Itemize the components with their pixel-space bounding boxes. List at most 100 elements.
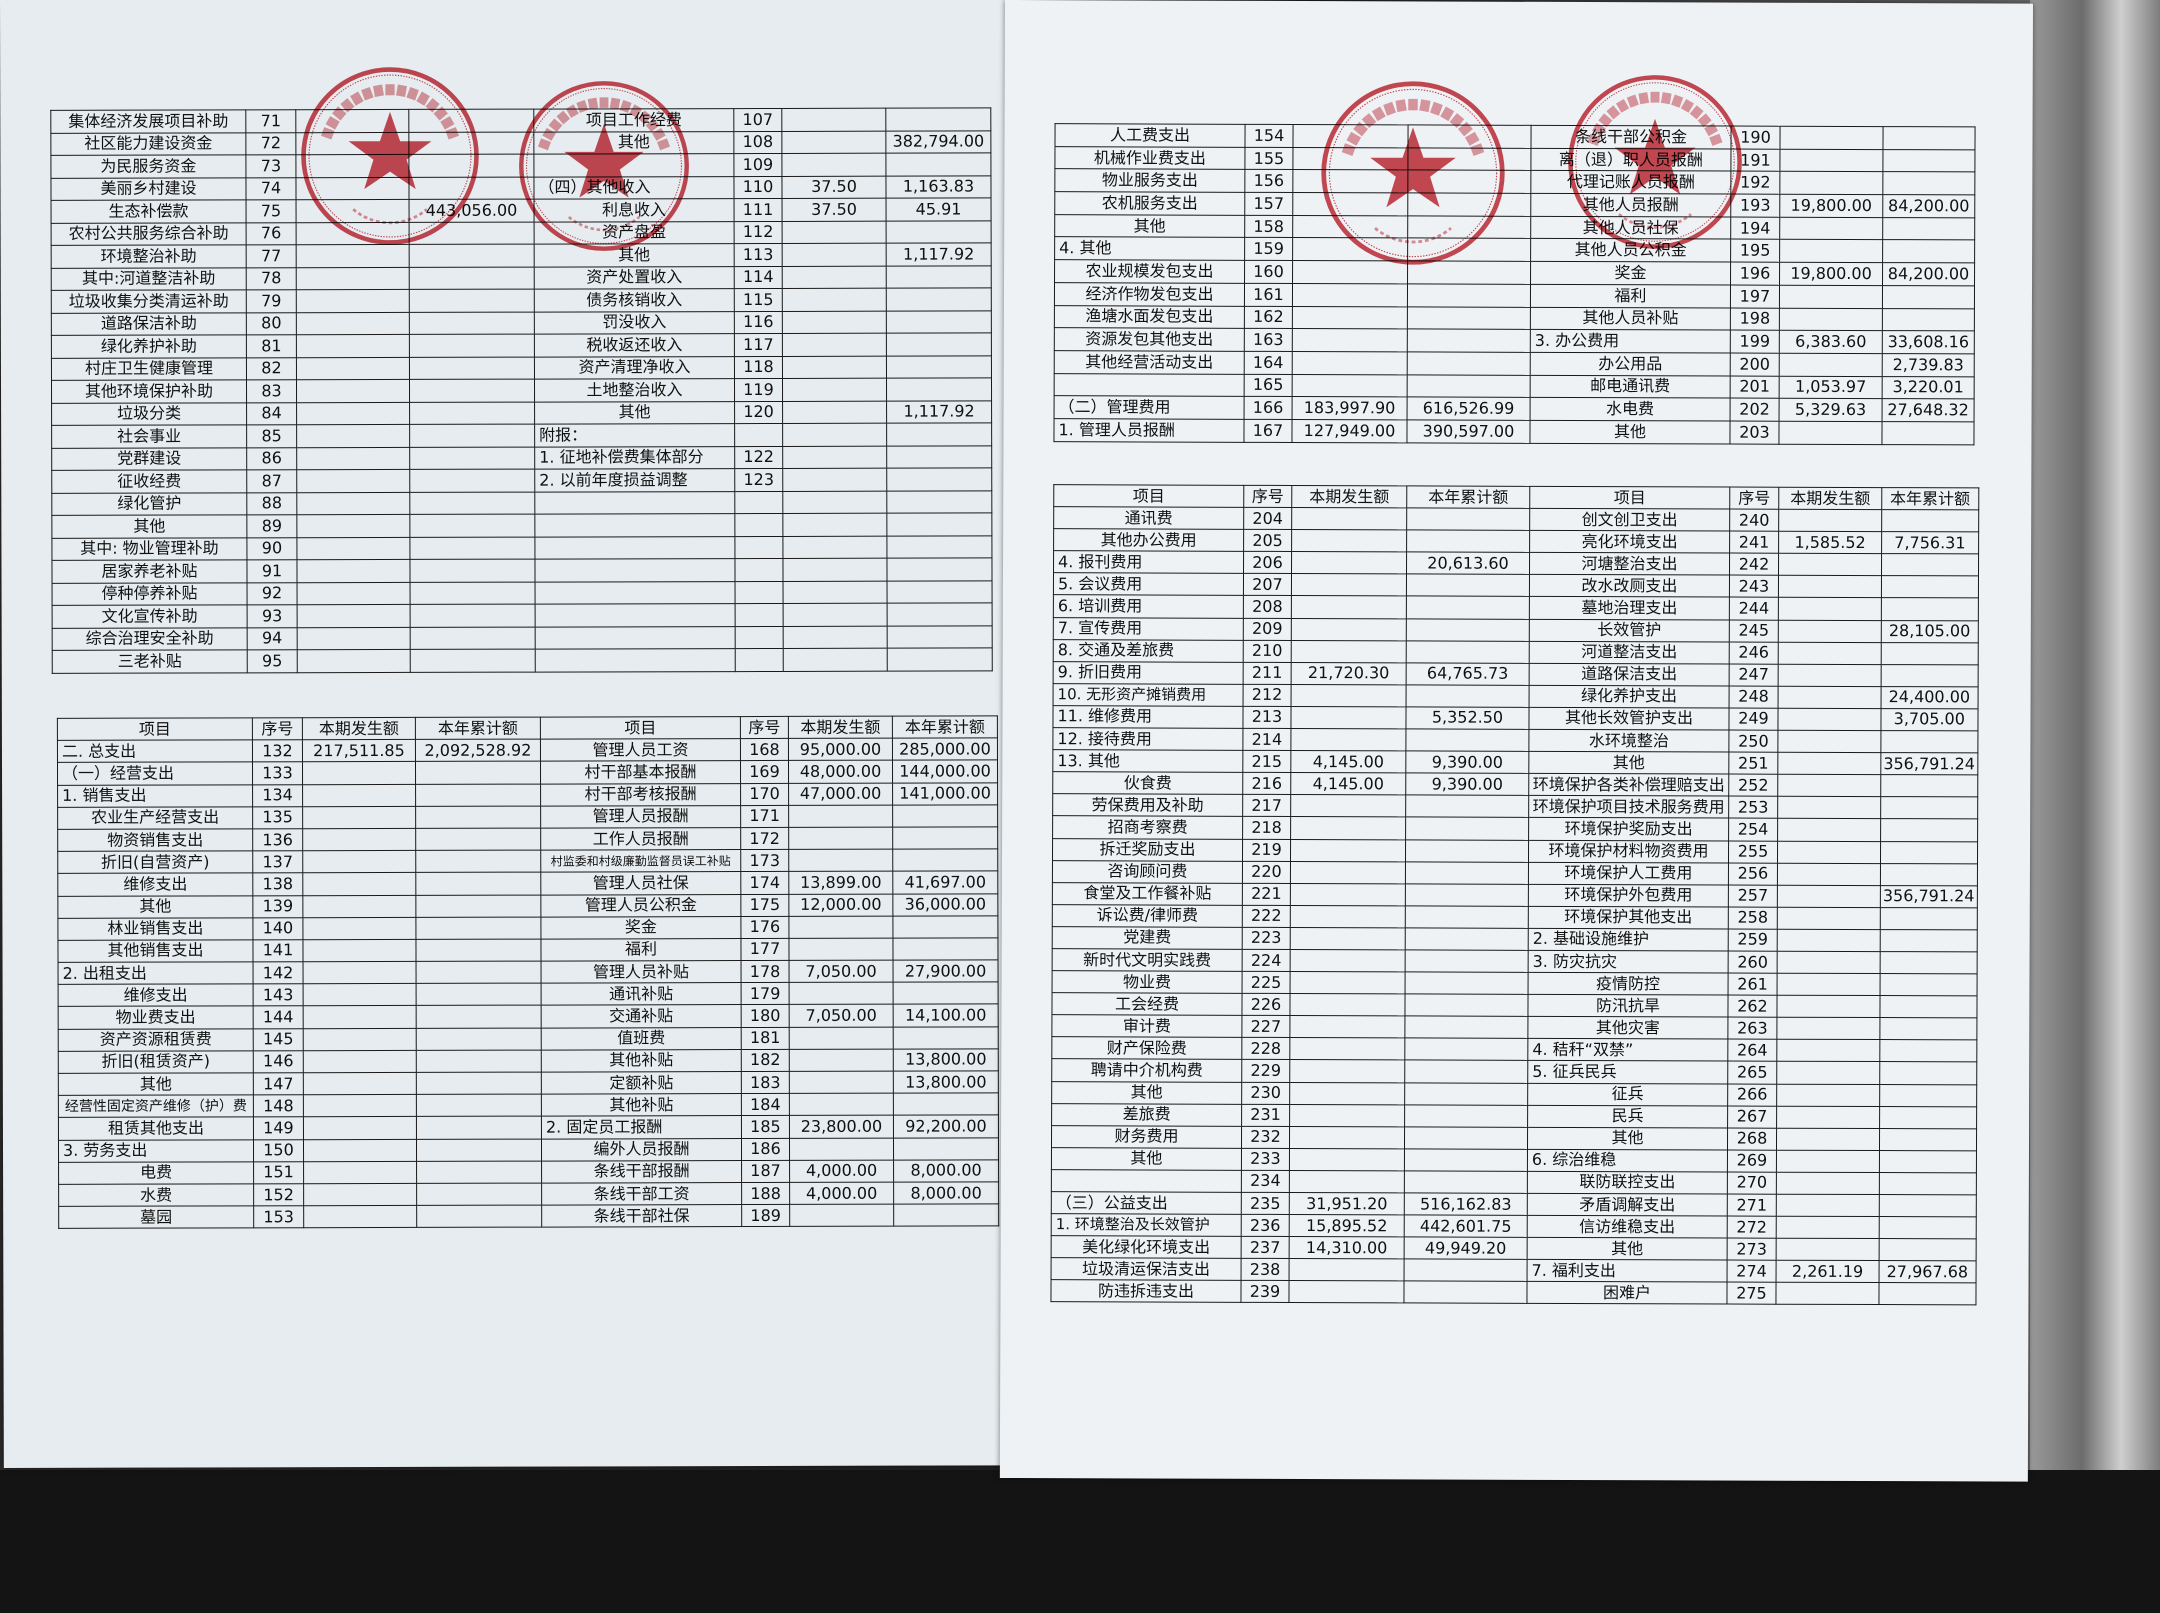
- item-label: 6. 培训费用: [1053, 595, 1244, 618]
- seq-number: 218: [1242, 816, 1291, 840]
- current-amount: [1289, 1015, 1405, 1039]
- table-row: 二. 总支出 132 217,511.85 2,092,528.92 管理人员工资 168…: [57, 738, 998, 763]
- item-label: 3. 办公费用: [1530, 329, 1731, 353]
- ytd-amount: [1405, 861, 1529, 885]
- item-label: 伙食费: [1052, 771, 1243, 795]
- seq-number: 210: [1243, 639, 1292, 663]
- seq-number: 275: [1726, 1282, 1777, 1305]
- current-amount: [1777, 796, 1881, 819]
- ytd-amount: 84,200.00: [1882, 194, 1975, 218]
- seq-number: 195: [1730, 239, 1780, 263]
- table-row: 12. 接待费用 214 水环境整治 250: [1052, 727, 1978, 754]
- ytd-amount: [409, 379, 535, 402]
- item-label: 管理人员报酬: [540, 805, 741, 829]
- current-amount: [1289, 1037, 1405, 1061]
- seq-number: 262: [1727, 995, 1778, 1018]
- table-row: 其中: 物业管理补助 90: [51, 535, 992, 561]
- ytd-amount: 33,608.16: [1882, 330, 1975, 354]
- ytd-amount: [1879, 1150, 1977, 1173]
- item-label: 防汛抗旱: [1527, 994, 1729, 1018]
- ytd-amount: [1879, 995, 1977, 1019]
- current-amount: [1290, 883, 1406, 906]
- seq-number: 163: [1244, 328, 1293, 352]
- ytd-amount: [1405, 839, 1529, 862]
- seq-number: 223: [1242, 927, 1291, 950]
- table-row: 差旅费 231 民兵 267: [1051, 1103, 1977, 1129]
- item-label: 条线干部社保: [541, 1204, 742, 1228]
- seq-number: 220: [1242, 860, 1291, 884]
- item-label: 村干部考核报酬: [540, 783, 741, 806]
- column-header: 序号: [252, 717, 303, 741]
- current-amount: 183,997.90: [1292, 396, 1408, 420]
- ytd-amount: [416, 961, 542, 984]
- ytd-amount: 27,900.00: [893, 959, 999, 983]
- current-amount: [1775, 1282, 1880, 1306]
- ytd-amount: [1407, 283, 1531, 307]
- item-label: 征收经费: [51, 469, 247, 493]
- item-label: 附报：: [534, 423, 735, 447]
- seq-number: 244: [1729, 597, 1779, 620]
- table-row: 人工费支出 154 条线干部公积金 190: [1054, 123, 1976, 150]
- item-label: 邮电通讯费: [1530, 374, 1731, 399]
- item-label: 办公用品: [1530, 352, 1731, 376]
- ytd-amount: 5,352.50: [1405, 706, 1530, 730]
- ytd-amount: [409, 289, 535, 312]
- item-label: 利息收入: [534, 198, 735, 222]
- ytd-amount: [1880, 863, 1978, 886]
- table-row: 文化宣传补助 93: [52, 602, 993, 628]
- ytd-amount: 20,613.60: [1406, 552, 1530, 575]
- item-label: 其他人员报酬: [1530, 193, 1731, 217]
- ytd-amount: [1881, 664, 1978, 687]
- seq-number: 123: [734, 468, 783, 492]
- table-row: 美丽乡村建设 74 （四）其他收入 110 37.50 1,163.83: [50, 175, 992, 201]
- ytd-amount: [1407, 374, 1531, 398]
- ytd-amount: [415, 916, 541, 940]
- seq-number: 109: [733, 153, 782, 177]
- ytd-amount: [410, 649, 536, 672]
- item-label: 3. 劳务支出: [58, 1139, 254, 1163]
- current-amount: [295, 154, 409, 178]
- ytd-amount: [1879, 1194, 1976, 1217]
- item-label: 机械作业费支出: [1054, 146, 1245, 170]
- current-amount: 4,145.00: [1290, 750, 1406, 774]
- current-amount: [302, 894, 416, 918]
- seq-number: 208: [1243, 595, 1292, 619]
- ytd-amount: [416, 1183, 542, 1206]
- ytd-amount: [893, 982, 999, 1005]
- ytd-amount: [886, 377, 992, 401]
- seq-number: 95: [247, 649, 298, 673]
- current-amount: 48,000.00: [788, 760, 893, 784]
- current-amount: [1291, 507, 1407, 531]
- current-amount: [782, 355, 887, 379]
- item-label: 资产处置收入: [534, 266, 735, 290]
- item-label: 资产清理净收入: [534, 356, 735, 380]
- table-row: 集体经济发展项目补助 71 项目工作经费 107: [50, 107, 991, 133]
- ytd-amount: 356,791.24: [1880, 885, 1978, 908]
- ytd-amount: [1404, 1259, 1528, 1282]
- ytd-amount: [886, 422, 992, 446]
- income-detail-table: 集体经济发展项目补助 71 项目工作经费 107 社区能力建设资金 72 其他 108 382,…: [50, 107, 993, 673]
- table-row: 绿化养护补助 81 税收返还收入 117: [51, 332, 992, 358]
- item-label: 折旧(自营资产): [57, 850, 253, 874]
- current-amount: 4,000.00: [789, 1159, 894, 1183]
- current-amount: [789, 1137, 894, 1161]
- ytd-amount: [1881, 553, 1979, 577]
- seq-number: 194: [1730, 216, 1780, 240]
- current-amount: [1291, 640, 1407, 663]
- item-label: 其他: [534, 401, 735, 425]
- item-label: [535, 648, 736, 672]
- ytd-amount: [886, 265, 992, 289]
- item-label: 2. 以前年度损益调整: [534, 468, 735, 492]
- seq-number: 110: [733, 175, 783, 199]
- column-header: 本年累计额: [1881, 487, 1979, 510]
- seq-number: 231: [1241, 1103, 1290, 1127]
- ytd-amount: [1882, 308, 1975, 332]
- item-label: 罚没收入: [534, 311, 735, 335]
- table-row: 10. 无形资产摊销费用 212 绿化养护支出 248 24,400.00: [1053, 683, 1978, 709]
- seq-number: 77: [246, 244, 297, 268]
- ytd-amount: [1406, 507, 1530, 531]
- current-amount: [296, 334, 410, 358]
- seq-number: 192: [1730, 171, 1780, 195]
- seq-number: 256: [1728, 862, 1778, 885]
- table-row: 道路保洁补助 80 罚没收入 116: [51, 310, 992, 336]
